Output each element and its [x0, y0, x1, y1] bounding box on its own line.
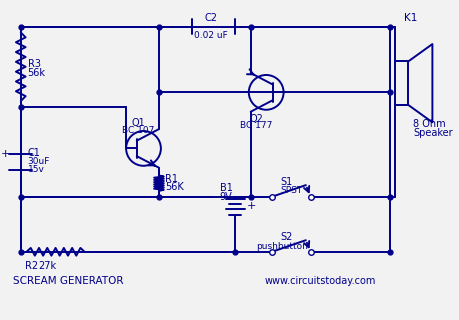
- Text: SCREAM GENERATOR: SCREAM GENERATOR: [13, 276, 123, 286]
- Text: S1: S1: [280, 177, 292, 188]
- Text: +: +: [246, 201, 256, 212]
- Text: BC 177: BC 177: [240, 121, 272, 130]
- Text: 15v: 15v: [28, 165, 45, 174]
- Text: C2: C2: [204, 13, 217, 23]
- Text: R2: R2: [25, 261, 38, 271]
- Text: +: +: [0, 149, 10, 159]
- Text: 27k: 27k: [38, 261, 56, 271]
- Text: 30uF: 30uF: [28, 157, 50, 166]
- Text: Q1: Q1: [131, 118, 145, 128]
- Text: www.circuitstoday.com: www.circuitstoday.com: [264, 276, 375, 286]
- Text: B1: B1: [219, 183, 232, 193]
- Text: S2: S2: [280, 232, 292, 243]
- Text: pushbutton: pushbutton: [255, 242, 307, 251]
- Text: Q2: Q2: [249, 114, 263, 124]
- Text: K1: K1: [403, 13, 417, 23]
- Text: 0.02 uF: 0.02 uF: [194, 31, 228, 41]
- Text: Speaker: Speaker: [412, 128, 452, 138]
- Text: C1: C1: [28, 148, 40, 158]
- Text: 9V: 9V: [219, 192, 232, 202]
- Bar: [394, 61, 407, 105]
- Text: BC 107: BC 107: [122, 126, 155, 135]
- Text: 56K: 56K: [164, 182, 183, 192]
- Text: 8 Ohm: 8 Ohm: [412, 119, 445, 129]
- Text: R1: R1: [164, 174, 177, 185]
- Text: SPST: SPST: [280, 186, 302, 195]
- Text: 56k: 56k: [28, 68, 45, 78]
- Text: R3: R3: [28, 59, 40, 68]
